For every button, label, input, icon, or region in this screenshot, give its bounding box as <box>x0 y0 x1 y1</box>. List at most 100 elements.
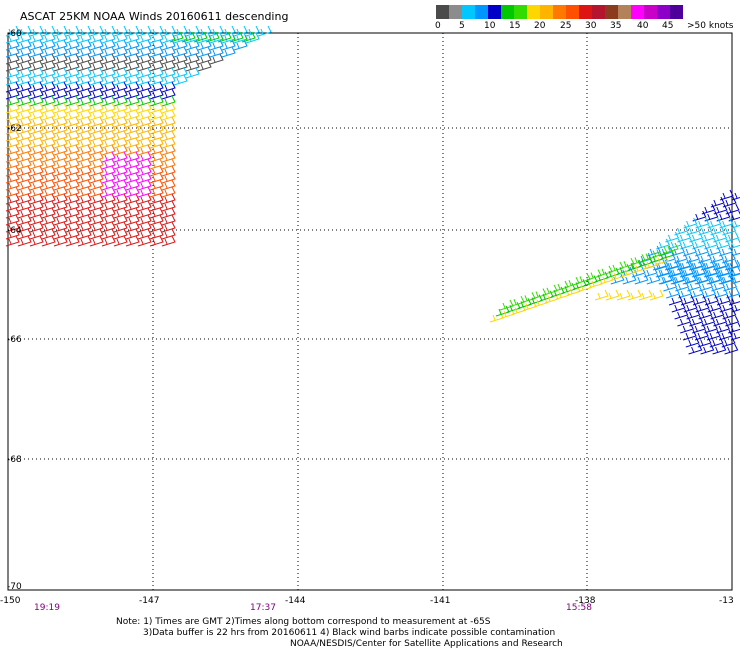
wind-barb <box>17 151 32 163</box>
wind-barb <box>77 53 92 65</box>
wind-barb <box>29 88 44 100</box>
wind-barb <box>65 123 80 135</box>
wind-barb <box>709 252 724 264</box>
wind-barb <box>137 81 152 93</box>
wind-barb <box>689 315 704 327</box>
wind-barb <box>5 214 20 226</box>
wind-barb <box>101 81 116 93</box>
wind-barb <box>89 53 104 65</box>
wind-barb <box>704 238 719 250</box>
pass-times: 19:19 17:37 15:58 <box>34 603 592 613</box>
wind-barb <box>5 95 20 107</box>
wind-barb <box>77 186 92 198</box>
wind-barb <box>5 221 20 233</box>
wind-barb <box>209 53 224 65</box>
wind-barb <box>683 301 698 313</box>
wind-barb <box>77 109 92 121</box>
wind-barb <box>161 81 176 93</box>
wind-barb <box>65 158 80 170</box>
wind-barb <box>173 46 188 58</box>
wind-barb <box>149 214 164 226</box>
wind-barb <box>41 109 56 121</box>
wind-barb <box>149 186 164 198</box>
wind-barb <box>647 245 661 257</box>
wind-barb <box>161 179 176 191</box>
wind-barb <box>708 273 723 285</box>
wind-barb <box>137 60 152 72</box>
wind-barb <box>715 266 730 278</box>
wind-barb <box>89 165 104 177</box>
wind-barb <box>698 308 713 320</box>
wind-barb <box>101 214 116 226</box>
wind-barb <box>149 235 164 247</box>
wind-barb <box>684 273 699 285</box>
wind-barb <box>29 214 44 226</box>
wind-barb <box>101 186 116 198</box>
wind-barb <box>53 151 68 163</box>
scale-swatch <box>605 5 618 19</box>
wind-barb <box>185 67 200 79</box>
wind-barb <box>161 228 176 240</box>
wind-barb <box>137 32 152 44</box>
wind-barb <box>161 53 176 65</box>
wind-barb <box>41 235 56 247</box>
wind-barb <box>149 74 164 86</box>
wind-barb <box>65 25 80 37</box>
wind-barb <box>17 39 32 51</box>
wind-barb <box>77 137 92 149</box>
wind-barb <box>634 273 649 285</box>
wind-barb <box>77 207 92 219</box>
lat-label: -68 <box>7 455 22 465</box>
wind-barb <box>161 67 176 79</box>
wind-barb <box>113 165 128 177</box>
wind-barb <box>697 252 712 264</box>
wind-barb <box>149 137 164 149</box>
scale-swatch <box>566 5 579 19</box>
wind-barb <box>638 289 653 301</box>
wind-barb <box>5 102 20 114</box>
wind-barb <box>137 158 152 170</box>
wind-barb <box>670 273 685 285</box>
wind-barb <box>29 109 44 121</box>
wind-barb <box>710 196 725 208</box>
wind-barb <box>65 102 80 114</box>
wind-barb <box>17 109 32 121</box>
wind-barb <box>137 172 152 184</box>
wind-barb <box>669 266 684 278</box>
wind-barb <box>17 116 32 128</box>
wind-barb <box>53 53 68 65</box>
wind-barb <box>113 32 128 44</box>
wind-barb <box>29 46 44 58</box>
lat-label: -66 <box>7 335 22 345</box>
wind-barb <box>77 200 92 212</box>
scale-swatch <box>462 5 475 19</box>
wind-barb <box>657 266 672 278</box>
wind-barb <box>704 210 719 222</box>
wind-barb <box>682 273 697 285</box>
wind-barb <box>671 301 686 313</box>
wind-barb <box>125 102 140 114</box>
wind-barb <box>29 81 44 93</box>
wind-barb <box>17 158 32 170</box>
scale-label: 20 <box>534 21 546 31</box>
wind-barb <box>113 186 128 198</box>
pass-time: 15:58 <box>566 603 592 613</box>
scale-swatch <box>475 5 488 19</box>
wind-barb <box>137 39 152 51</box>
wind-barb <box>137 200 152 212</box>
wind-barb <box>125 53 140 65</box>
wind-barb <box>29 200 44 212</box>
wind-barb <box>125 116 140 128</box>
wind-barb <box>667 266 682 278</box>
map-frame <box>7 32 733 591</box>
wind-barb <box>725 315 740 327</box>
wind-barb <box>101 25 116 37</box>
wind-barb <box>181 31 196 43</box>
wind-barb <box>29 32 44 44</box>
wind-barb <box>89 228 104 240</box>
wind-barb <box>664 242 679 254</box>
wind-barb <box>5 200 20 212</box>
wind-barb <box>5 165 20 177</box>
wind-barb <box>655 266 670 278</box>
wind-barb <box>185 39 200 51</box>
